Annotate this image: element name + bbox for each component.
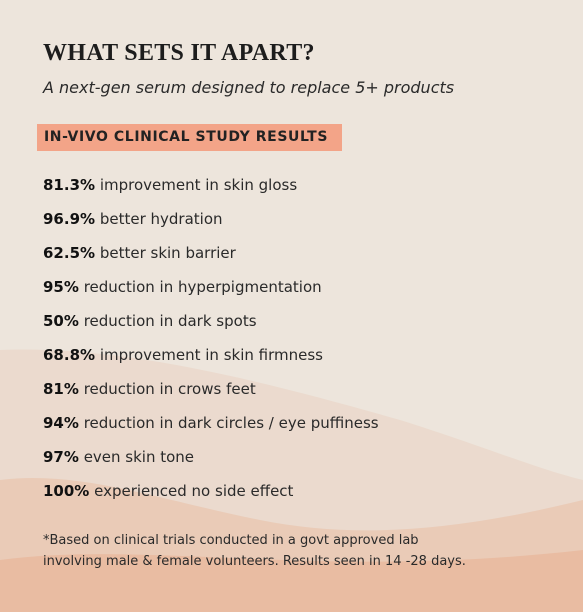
result-text: improvement in skin firmness — [99, 346, 323, 364]
result-value: 97% — [43, 448, 79, 466]
result-item: 95% reduction in hyperpigmentation — [43, 278, 322, 296]
result-item: 81% reduction in crows feet — [43, 380, 256, 398]
result-value: 81% — [43, 380, 79, 398]
result-value: 94% — [43, 414, 79, 432]
result-text: better skin barrier — [99, 244, 236, 262]
subtitle: A next-gen serum designed to replace 5+ … — [43, 78, 455, 97]
result-text: reduction in crows feet — [83, 380, 256, 398]
result-item: 94% reduction in dark circles / eye puff… — [43, 414, 379, 432]
result-item: 68.8% improvement in skin firmness — [43, 346, 323, 364]
result-text: reduction in dark spots — [83, 312, 257, 330]
result-value: 81.3% — [43, 176, 96, 194]
footnote-line: involving male & female volunteers. Resu… — [43, 554, 466, 569]
result-item: 81.3% improvement in skin gloss — [43, 176, 297, 194]
result-text: experienced no side effect — [94, 482, 294, 500]
footnote-line: *Based on clinical trials conducted in a… — [43, 533, 419, 548]
result-item: 97% even skin tone — [43, 448, 194, 466]
result-item: 100% experienced no side effect — [43, 482, 293, 500]
result-text: reduction in dark circles / eye puffines… — [83, 414, 379, 432]
result-text: reduction in hyperpigmentation — [83, 278, 322, 296]
title: WHAT SETS IT APART? — [43, 40, 315, 66]
result-text: better hydration — [99, 210, 223, 228]
badge-text: IN-VIVO CLINICAL STUDY RESULTS — [44, 129, 329, 145]
result-value: 50% — [43, 312, 79, 330]
result-value: 96.9% — [43, 210, 96, 228]
result-value: 95% — [43, 278, 79, 296]
result-item: 62.5% better skin barrier — [43, 244, 236, 262]
result-item: 96.9% better hydration — [43, 210, 223, 228]
result-value: 62.5% — [43, 244, 96, 262]
result-item: 50% reduction in dark spots — [43, 312, 257, 330]
result-value: 68.8% — [43, 346, 96, 364]
result-value: 100% — [43, 482, 90, 500]
result-text: even skin tone — [83, 448, 195, 466]
badge: IN-VIVO CLINICAL STUDY RESULTS — [37, 124, 342, 151]
result-text: improvement in skin gloss — [99, 176, 298, 194]
